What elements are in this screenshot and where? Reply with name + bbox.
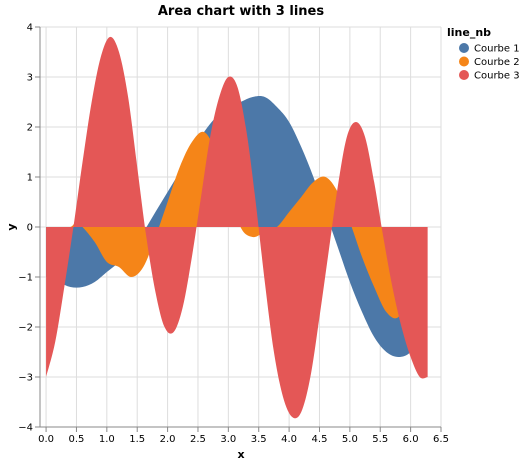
axes: 0.0 0.5 1.0 1.5 2.0 2.5 3.0 3.5 4.0 4.5 5.0 5.5 6.0 6… (18, 23, 449, 446)
area-series-3 (46, 36, 428, 419)
x-tick-label: 3.5 (251, 434, 267, 445)
y-tick-label: 1 (27, 173, 33, 184)
legend-swatch-1 (459, 43, 469, 53)
x-tick-label: 6.0 (403, 434, 419, 445)
y-tick-label: −2 (18, 323, 33, 334)
x-axis-title: x (237, 448, 244, 461)
x-tick-label: 0.5 (69, 434, 85, 445)
legend-swatch-2 (459, 56, 469, 67)
legend: line_nb Courbe 1 Courbe 2 Courbe 3 (447, 26, 520, 82)
y-tick-label: 0 (27, 223, 33, 234)
y-tick-label: −4 (18, 423, 33, 434)
x-tick-label: 6.5 (433, 434, 449, 445)
x-tick-label: 4.0 (281, 434, 297, 445)
x-tick-label: 3.0 (220, 434, 236, 445)
y-axis-title: y (5, 223, 18, 230)
x-tick-label: 1.5 (129, 434, 145, 445)
area-series-group (46, 36, 428, 419)
x-tick-label: 5.0 (342, 434, 358, 445)
x-tick-label: 1.0 (99, 434, 115, 445)
legend-label-3: Courbe 3 (474, 71, 520, 82)
legend-label-1: Courbe 1 (474, 44, 520, 55)
legend-swatch-3 (459, 70, 469, 80)
y-tick-label: −3 (18, 373, 33, 384)
x-tick-label: 4.5 (312, 434, 328, 445)
y-tick-label: 4 (27, 23, 33, 34)
y-tick-label: 3 (27, 73, 33, 84)
y-tick-label: 2 (27, 123, 33, 134)
x-tick-label: 5.5 (372, 434, 388, 445)
legend-label-2: Courbe 2 (474, 57, 520, 68)
chart-title: Area chart with 3 lines (158, 4, 324, 19)
legend-title: line_nb (447, 26, 491, 39)
x-tick-label: 0.0 (38, 434, 54, 445)
y-tick-label: −1 (18, 273, 33, 284)
x-tick-label: 2.0 (160, 434, 176, 445)
x-tick-label: 2.5 (190, 434, 206, 445)
